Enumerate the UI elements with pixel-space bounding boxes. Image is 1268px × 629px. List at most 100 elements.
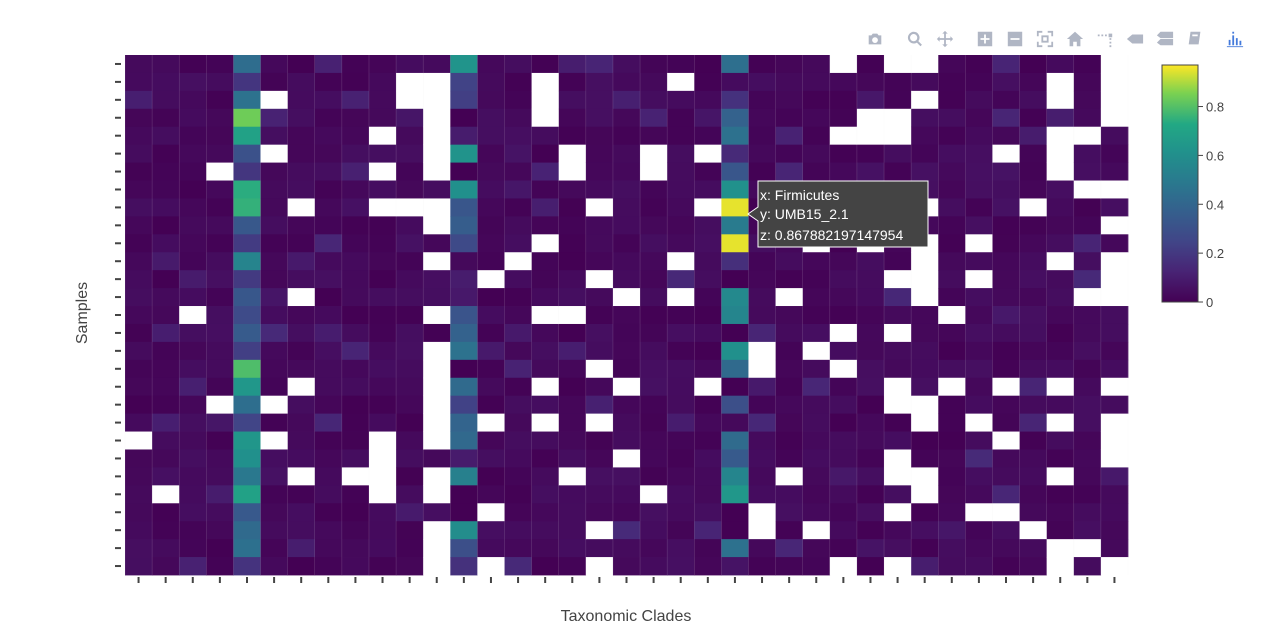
- heatmap-cell[interactable]: [992, 270, 1020, 289]
- heatmap-cell[interactable]: [721, 306, 749, 325]
- heatmap-cell[interactable]: [775, 467, 804, 486]
- heatmap-cell[interactable]: [396, 521, 424, 540]
- heatmap-cell[interactable]: [341, 90, 370, 110]
- heatmap-cell[interactable]: [287, 323, 316, 343]
- heatmap-cell[interactable]: [423, 359, 451, 379]
- heatmap-cell[interactable]: [1046, 72, 1075, 92]
- heatmap-cell[interactable]: [694, 503, 722, 522]
- heatmap-cell[interactable]: [341, 180, 370, 199]
- heatmap-cell[interactable]: [341, 72, 370, 92]
- heatmap-cell[interactable]: [585, 395, 614, 415]
- heatmap-cell[interactable]: [1019, 288, 1048, 307]
- heatmap-cell[interactable]: [585, 503, 614, 522]
- heatmap-cell[interactable]: [721, 467, 749, 486]
- heatmap-cell[interactable]: [368, 270, 397, 289]
- heatmap-cell[interactable]: [287, 485, 316, 504]
- heatmap-cell[interactable]: [341, 521, 370, 540]
- heatmap-cell[interactable]: [694, 341, 722, 361]
- heatmap-cell[interactable]: [667, 55, 695, 74]
- heatmap-cell[interactable]: [179, 270, 207, 289]
- heatmap-cell[interactable]: [1100, 144, 1129, 163]
- heatmap-cell[interactable]: [667, 306, 695, 325]
- heatmap-cell[interactable]: [1019, 377, 1048, 397]
- heatmap-cell[interactable]: [667, 467, 695, 486]
- heatmap-cell[interactable]: [152, 377, 180, 397]
- heatmap-cell[interactable]: [314, 413, 343, 432]
- heatmap-cell[interactable]: [233, 341, 261, 361]
- heatmap-cell[interactable]: [748, 55, 776, 74]
- heatmap-cell[interactable]: [450, 395, 478, 415]
- heatmap-cell[interactable]: [1019, 359, 1048, 379]
- heatmap-cell[interactable]: [667, 485, 695, 504]
- heatmap-cell[interactable]: [531, 55, 560, 74]
- heatmap-cell[interactable]: [612, 503, 641, 522]
- heatmap-cell[interactable]: [368, 162, 397, 181]
- heatmap-cell[interactable]: [423, 288, 451, 307]
- heatmap-cell[interactable]: [314, 467, 343, 486]
- heatmap-cell[interactable]: [640, 557, 668, 576]
- heatmap-cell[interactable]: [585, 234, 614, 253]
- heatmap-cell[interactable]: [558, 485, 587, 504]
- heatmap-cell[interactable]: [829, 162, 858, 181]
- heatmap-cell[interactable]: [477, 180, 505, 199]
- heatmap-cell[interactable]: [775, 323, 804, 343]
- heatmap-cell[interactable]: [884, 503, 912, 522]
- heatmap-cell[interactable]: [640, 162, 668, 181]
- heatmap-cell[interactable]: [531, 180, 560, 199]
- heatmap-cell[interactable]: [504, 539, 533, 558]
- heatmap-cell[interactable]: [531, 521, 560, 540]
- heatmap-cell[interactable]: [341, 539, 370, 558]
- heatmap-cell[interactable]: [125, 90, 153, 110]
- heatmap-cell[interactable]: [1019, 413, 1048, 432]
- heatmap-cell[interactable]: [341, 485, 370, 504]
- heatmap-cell[interactable]: [585, 180, 614, 199]
- heatmap-cell[interactable]: [992, 449, 1020, 468]
- heatmap-cell[interactable]: [640, 341, 668, 361]
- heatmap-cell[interactable]: [179, 72, 207, 92]
- heatmap-cell[interactable]: [694, 180, 722, 199]
- heatmap-cell[interactable]: [179, 539, 207, 558]
- heatmap-cell[interactable]: [558, 270, 587, 289]
- heatmap-cell[interactable]: [884, 306, 912, 325]
- heatmap-cell[interactable]: [152, 323, 180, 343]
- heatmap-cell[interactable]: [179, 485, 207, 504]
- heatmap-cell[interactable]: [585, 557, 614, 576]
- heatmap-cell[interactable]: [558, 55, 587, 74]
- heatmap-cell[interactable]: [938, 270, 966, 289]
- heatmap-cell[interactable]: [667, 503, 695, 522]
- heatmap-cell[interactable]: [911, 395, 939, 415]
- heatmap-cell[interactable]: [585, 144, 614, 163]
- heatmap-cell[interactable]: [829, 341, 858, 361]
- heatmap-cell[interactable]: [802, 449, 831, 468]
- heatmap-cell[interactable]: [287, 467, 316, 486]
- heatmap-cell[interactable]: [450, 431, 478, 450]
- heatmap-cell[interactable]: [477, 323, 505, 343]
- heatmap-cell[interactable]: [152, 126, 180, 146]
- heatmap-cell[interactable]: [152, 144, 180, 163]
- heatmap-cell[interactable]: [938, 395, 966, 415]
- heatmap-cell[interactable]: [1019, 55, 1048, 74]
- heatmap-cell[interactable]: [477, 162, 505, 181]
- heatmap-cell[interactable]: [341, 503, 370, 522]
- heatmap-cell[interactable]: [423, 467, 451, 486]
- heatmap-cell[interactable]: [396, 162, 424, 181]
- heatmap-cell[interactable]: [1100, 557, 1129, 576]
- heatmap-cell[interactable]: [992, 90, 1020, 110]
- heatmap-cell[interactable]: [423, 431, 451, 450]
- heatmap-cell[interactable]: [233, 539, 261, 558]
- heatmap-cell[interactable]: [667, 521, 695, 540]
- heatmap-cell[interactable]: [531, 288, 560, 307]
- heatmap-cell[interactable]: [314, 108, 343, 128]
- heatmap-cell[interactable]: [125, 144, 153, 163]
- heatmap-cell[interactable]: [992, 198, 1020, 217]
- heatmap-cell[interactable]: [829, 306, 858, 325]
- heatmap-cell[interactable]: [694, 198, 722, 217]
- heatmap-cell[interactable]: [965, 521, 993, 540]
- heatmap-cell[interactable]: [911, 323, 939, 343]
- heatmap-cell[interactable]: [396, 252, 424, 271]
- heatmap-cell[interactable]: [179, 521, 207, 540]
- heatmap-cell[interactable]: [721, 144, 749, 163]
- heatmap-cell[interactable]: [179, 144, 207, 163]
- heatmap-cell[interactable]: [314, 359, 343, 379]
- heatmap-cell[interactable]: [911, 449, 939, 468]
